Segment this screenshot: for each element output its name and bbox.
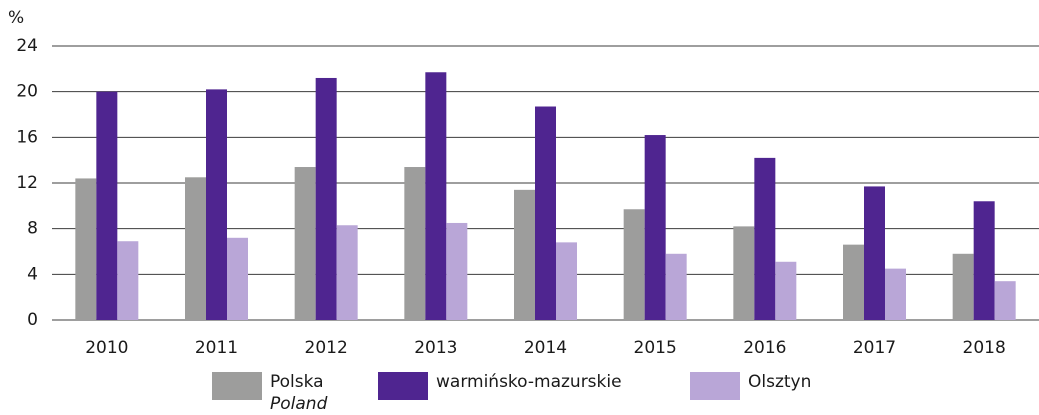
bar [864,186,885,320]
y-tick-label: 0 [27,310,38,330]
bar [75,178,97,320]
bar [775,261,797,320]
bar [514,189,535,320]
y-tick-label: 8 [27,219,38,239]
bar [315,77,337,320]
bar [973,201,995,320]
bar [425,72,447,320]
bar [843,244,864,320]
bar [994,281,1016,320]
y-tick-label: 4 [27,264,38,284]
y-tick-label: 24 [16,36,38,56]
x-tick-label: 2012 [305,338,348,358]
bar [185,177,206,320]
bar [556,242,577,320]
bar [96,91,118,321]
x-tick-label: 2016 [743,338,786,358]
legend-label-en: Poland [270,394,328,414]
bar [404,167,426,320]
x-tick-label: 2018 [963,338,1006,358]
bar [952,253,974,320]
bar [885,268,906,320]
bar [644,135,666,320]
bar [336,225,358,320]
bar [227,237,248,320]
x-tick-label: 2010 [85,338,128,358]
x-tick-label: 2015 [634,338,677,358]
y-tick-label: 20 [16,82,38,102]
bar [623,209,645,320]
x-tick-label: 2017 [853,338,896,358]
x-tick-label: 2013 [414,338,457,358]
y-tick-label: 16 [16,127,38,147]
y-unit: % [8,8,24,28]
x-tick-label: 2014 [524,338,567,358]
bar [206,89,227,320]
legend-swatch [690,372,740,400]
legend-swatch [212,372,262,400]
bar [754,157,776,320]
bar [117,241,139,320]
bar [446,222,468,320]
legend-swatch [378,372,428,400]
x-tick-label: 2011 [195,338,238,358]
bar [535,106,556,320]
legend-label: warmińsko-mazurskie [436,372,622,392]
legend-label: Polska [270,372,324,392]
y-tick-label: 12 [16,173,38,193]
bar [733,226,755,320]
bar [665,253,687,320]
legend-label: Olsztyn [748,372,811,392]
bar [294,167,316,320]
